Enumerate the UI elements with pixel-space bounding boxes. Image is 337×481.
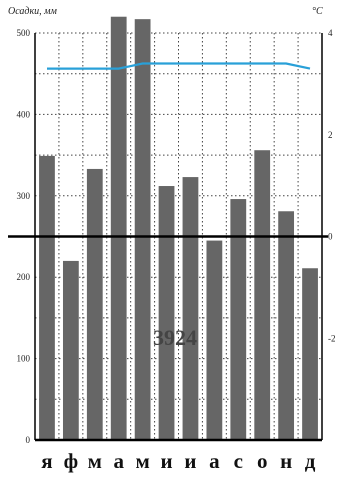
month-label: м xyxy=(88,449,102,473)
precipitation-bar xyxy=(110,16,127,440)
precipitation-bar xyxy=(158,186,175,440)
precipitation-bar xyxy=(278,211,295,440)
bars xyxy=(39,16,318,441)
precipitation-bar xyxy=(206,240,223,440)
month-label: с xyxy=(234,449,243,473)
right-axis-ticks: 4 2 0 -2 xyxy=(328,28,336,343)
precipitation-bar xyxy=(134,19,151,441)
right-tick-label: 4 xyxy=(328,28,333,38)
left-axis-ticks: 0 100 200 300 400 500 xyxy=(17,28,31,445)
month-label: о xyxy=(257,449,268,473)
left-tick-label: 100 xyxy=(17,354,31,364)
precipitation-bar xyxy=(182,177,199,440)
left-tick-label: 500 xyxy=(17,28,31,38)
month-label: ф xyxy=(64,449,79,473)
right-tick-label: 2 xyxy=(328,130,333,140)
precipitation-bar xyxy=(86,168,103,441)
temperature-line xyxy=(47,62,311,70)
month-label: м xyxy=(135,449,149,473)
precipitation-bar xyxy=(302,268,318,440)
precipitation-bar xyxy=(254,150,271,440)
left-axis-title: Осадки, мм xyxy=(8,6,58,17)
left-tick-label: 200 xyxy=(17,272,31,282)
month-label: а xyxy=(209,449,220,473)
month-label: и xyxy=(184,449,196,473)
month-label: я xyxy=(41,449,52,473)
month-label: д xyxy=(305,449,316,473)
month-label: н xyxy=(280,449,292,473)
precipitation-bar xyxy=(62,260,79,440)
right-tick-label: 0 xyxy=(328,232,333,242)
right-axis-title: °C xyxy=(312,6,323,17)
right-tick-label: -2 xyxy=(328,333,336,343)
month-label: а xyxy=(113,449,124,473)
temperature-series-line xyxy=(47,62,311,70)
left-tick-label: 300 xyxy=(17,191,31,201)
left-tick-label: 0 xyxy=(26,435,31,445)
axes xyxy=(8,33,328,442)
precipitation-bar xyxy=(39,155,55,440)
month-label: и xyxy=(160,449,172,473)
precipitation-bar xyxy=(230,199,247,440)
left-tick-label: 400 xyxy=(17,109,31,119)
total-label: 3924 xyxy=(153,325,197,350)
